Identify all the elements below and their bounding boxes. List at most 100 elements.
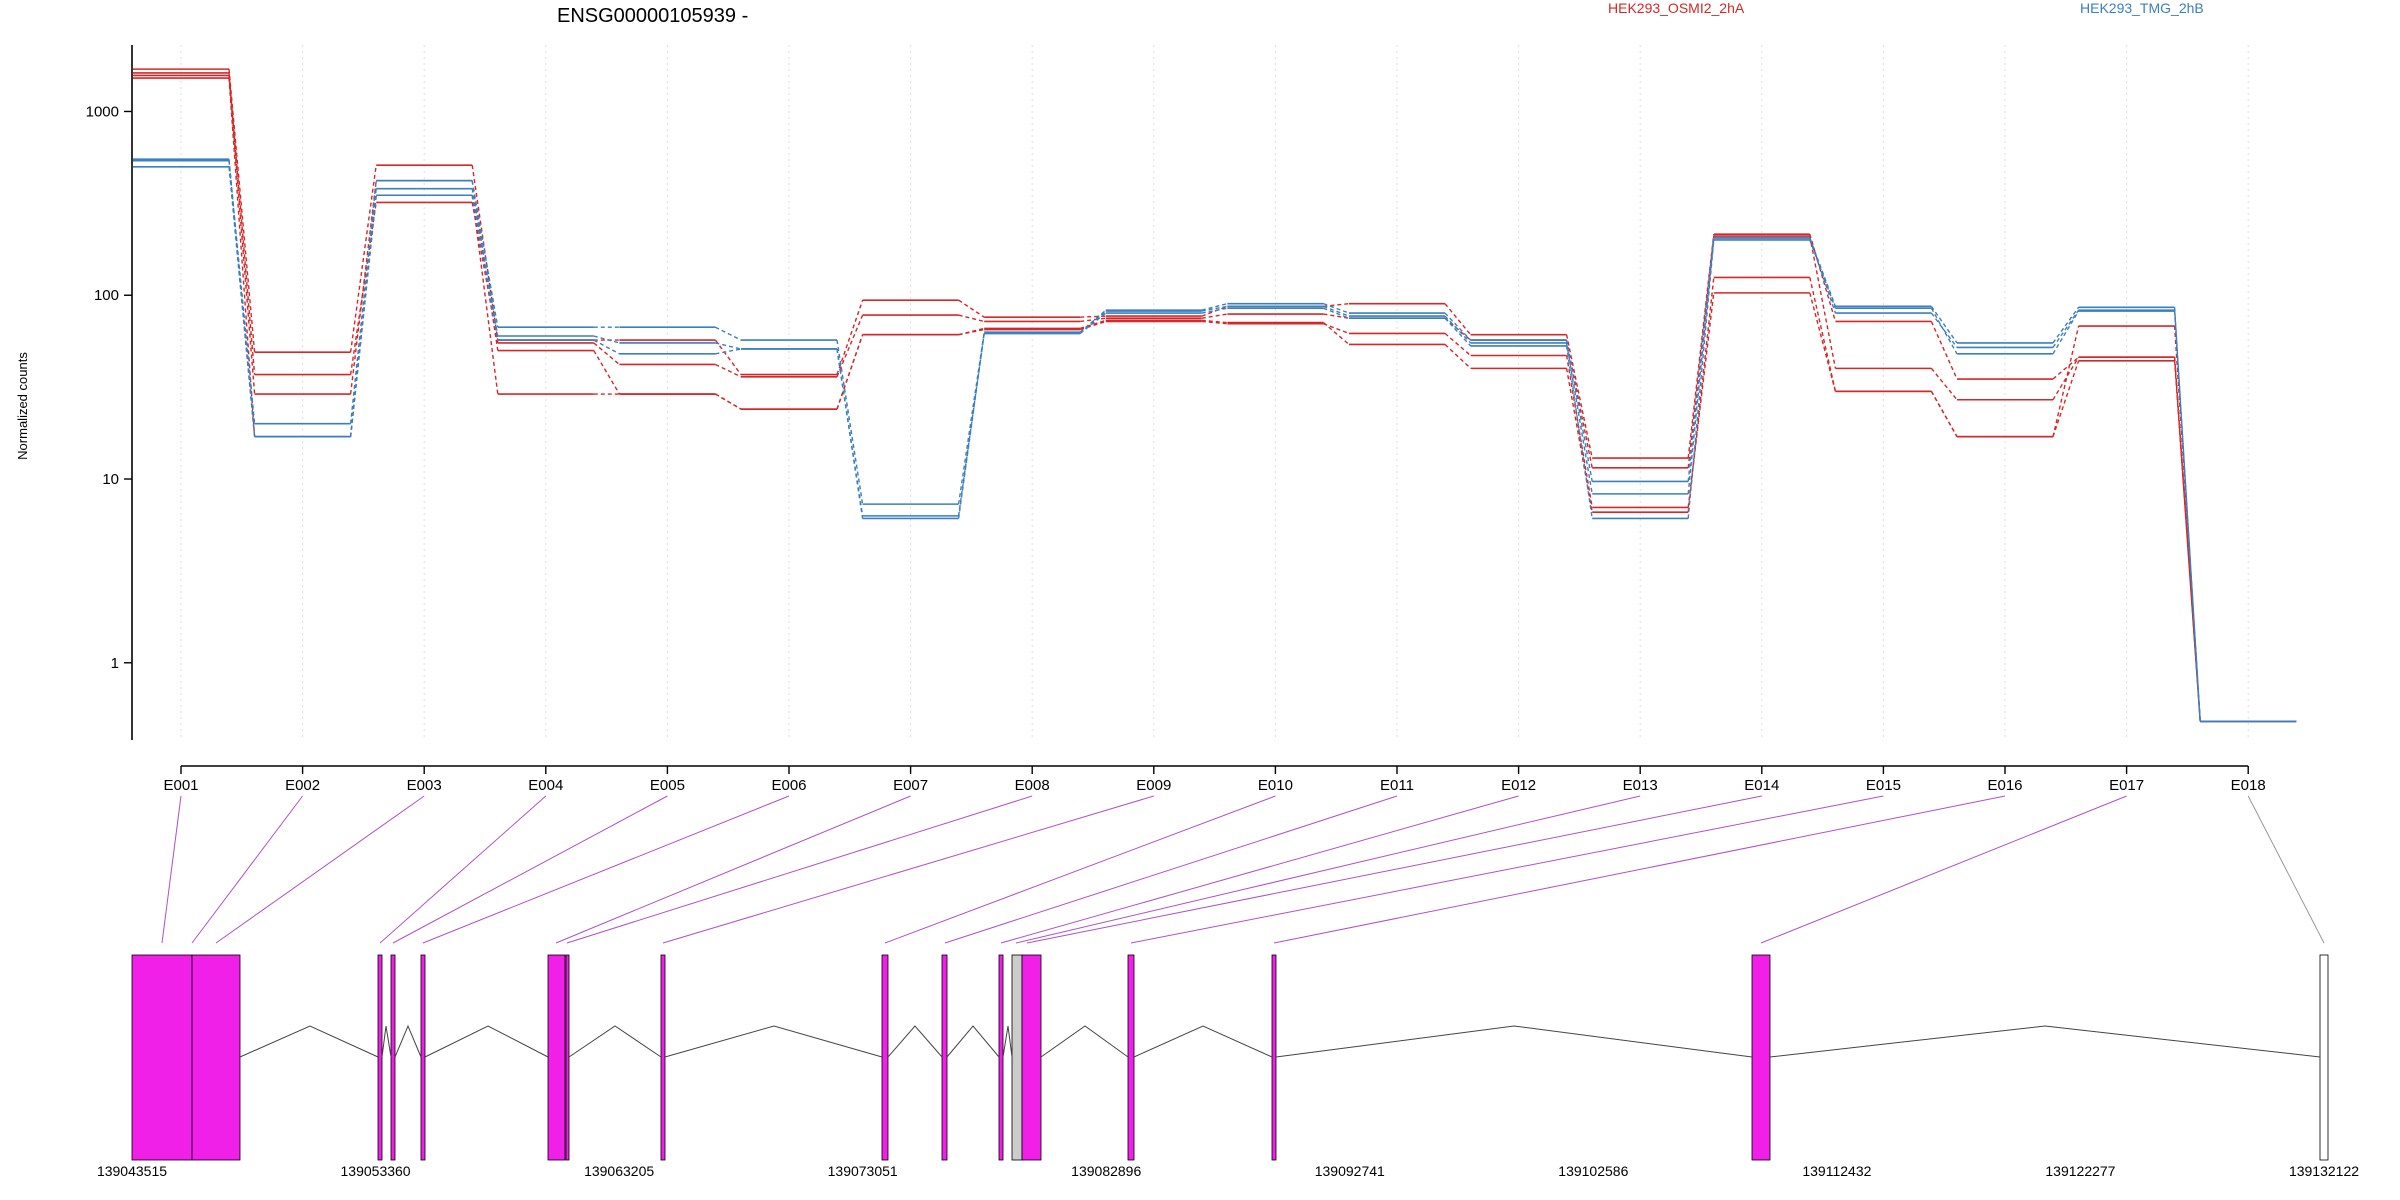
series-1-link-15 <box>1930 321 1958 380</box>
series-2-link-13 <box>1687 235 1715 468</box>
exon-block-11 <box>998 954 1004 1161</box>
intron-4 <box>424 1025 549 1058</box>
series-7 <box>133 165 2297 723</box>
series-6-link-8 <box>1079 310 1107 334</box>
connector-E001 <box>161 795 182 944</box>
chart-title: ENSG00000105939 - <box>557 5 748 27</box>
intron-13 <box>1769 1025 2321 1058</box>
coordinate-label-7: 139102586 <box>1558 1163 1628 1179</box>
coordinate-label-3: 139063205 <box>584 1163 654 1179</box>
series-5-link-6 <box>836 339 864 505</box>
x-tick-label-E009: E009 <box>1136 777 1171 794</box>
series-7-link-10 <box>1323 307 1350 319</box>
y-tick-label-1000: 1000 <box>86 103 119 120</box>
exon-block-16 <box>1751 954 1771 1161</box>
connector-E014 <box>1026 795 1762 944</box>
intron-8 <box>946 1025 1000 1058</box>
legend-entry-group-1: HEK293_OSMI2_2hA <box>1608 0 1745 16</box>
y-axis-label: Normalized counts <box>15 352 30 460</box>
chart-header: ENSG00000105939 - HEK293_OSMI2_2hA HEK29… <box>15 0 2204 460</box>
series-2-link-7 <box>958 314 985 323</box>
series-3-link-16 <box>2052 325 2080 437</box>
connector-E003 <box>215 795 425 944</box>
series-6-link-1 <box>228 159 256 437</box>
exon-block-5 <box>420 954 426 1161</box>
connector-E004 <box>379 795 547 944</box>
series-6-link-11 <box>1444 315 1472 344</box>
series-7-link-11 <box>1444 317 1472 347</box>
series-5-link-12 <box>1565 339 1593 482</box>
series-6-link-13 <box>1687 237 1715 494</box>
series-5-link-9 <box>1201 302 1228 311</box>
connector-E010 <box>884 795 1276 944</box>
series-7-link-6 <box>836 348 864 519</box>
y-tick-label-1: 1 <box>111 655 119 672</box>
exon-block-6 <box>547 954 566 1161</box>
series-5 <box>133 159 2297 723</box>
series-2-link-14 <box>1809 235 1837 369</box>
y-tick-label-100: 100 <box>94 287 119 304</box>
exon-block-3 <box>377 954 383 1161</box>
coordinate-label-1: 139043515 <box>97 1163 167 1179</box>
x-tick-label-E015: E015 <box>1866 777 1901 794</box>
series-1-link-16 <box>2052 356 2080 380</box>
series-3 <box>133 74 2297 723</box>
series-7-link-13 <box>1687 239 1715 519</box>
x-tick-label-E004: E004 <box>528 777 563 794</box>
coordinate-label-9: 139122277 <box>2045 1163 2115 1179</box>
series-6-link-15 <box>1930 312 1958 348</box>
coordinate-label-2: 139053360 <box>341 1163 411 1179</box>
exon-block-17 <box>2319 954 2329 1161</box>
series-1-link-9 <box>1201 305 1228 317</box>
connector-E018 <box>2247 795 2325 944</box>
x-tick-label-E017: E017 <box>2109 777 2144 794</box>
series-2-link-12 <box>1565 339 1593 468</box>
x-tick-label-E018: E018 <box>2231 777 2266 794</box>
connector-E011 <box>944 795 1398 944</box>
x-tick-label-E006: E006 <box>771 777 806 794</box>
gene-model <box>131 954 2329 1161</box>
series-4-link-14 <box>1809 292 1837 392</box>
x-tick-label-E012: E012 <box>1501 777 1536 794</box>
series-5-link-14 <box>1809 237 1837 307</box>
intron-7 <box>887 1025 943 1058</box>
series-3-link-14 <box>1809 277 1837 392</box>
intron-11 <box>1133 1025 1273 1058</box>
series-5-link-11 <box>1444 312 1472 341</box>
series-5-link-8 <box>1079 309 1107 333</box>
series-4-link-13 <box>1687 292 1715 508</box>
intron-3 <box>394 1024 422 1058</box>
x-tick-label-E002: E002 <box>285 777 320 794</box>
coordinate-label-4: 139073051 <box>828 1163 898 1179</box>
series-7-link-3 <box>471 195 499 341</box>
series-1-link-14 <box>1809 233 1837 322</box>
series-4-link-3 <box>471 195 499 395</box>
series-5-link-5 <box>715 326 742 341</box>
exon-block-9 <box>881 954 889 1161</box>
series-1-link-10 <box>1323 302 1350 308</box>
connector-E009 <box>662 795 1154 944</box>
exon-block-1 <box>131 954 193 1161</box>
series-4-link-11 <box>1444 332 1472 357</box>
exon-block-13 <box>1021 954 1042 1161</box>
series-lines <box>133 68 2297 723</box>
series-4-link-9 <box>1201 320 1228 325</box>
series-3-link-13 <box>1687 277 1715 513</box>
series-7-link-9 <box>1201 307 1228 314</box>
series-5-link-15 <box>1930 305 1958 344</box>
exon-grid-lines <box>180 45 2249 740</box>
x-tick-label-E005: E005 <box>650 777 685 794</box>
series-1-link-1 <box>228 69 256 353</box>
series-2-link-15 <box>1930 367 1958 401</box>
series-6-link-12 <box>1565 342 1593 494</box>
series-5-link-16 <box>2052 306 2080 344</box>
exon-block-15 <box>1271 954 1277 1161</box>
genomic-coordinate-labels: 139043515 139053360 139063205 139073051 1390… <box>97 1163 2359 1179</box>
intron-6 <box>664 1025 883 1058</box>
series-7-link-1 <box>228 166 256 437</box>
intron-5 <box>568 1025 662 1058</box>
series-2 <box>133 72 2297 723</box>
x-tick-label-E007: E007 <box>893 777 928 794</box>
series-4-link-6 <box>836 334 864 410</box>
